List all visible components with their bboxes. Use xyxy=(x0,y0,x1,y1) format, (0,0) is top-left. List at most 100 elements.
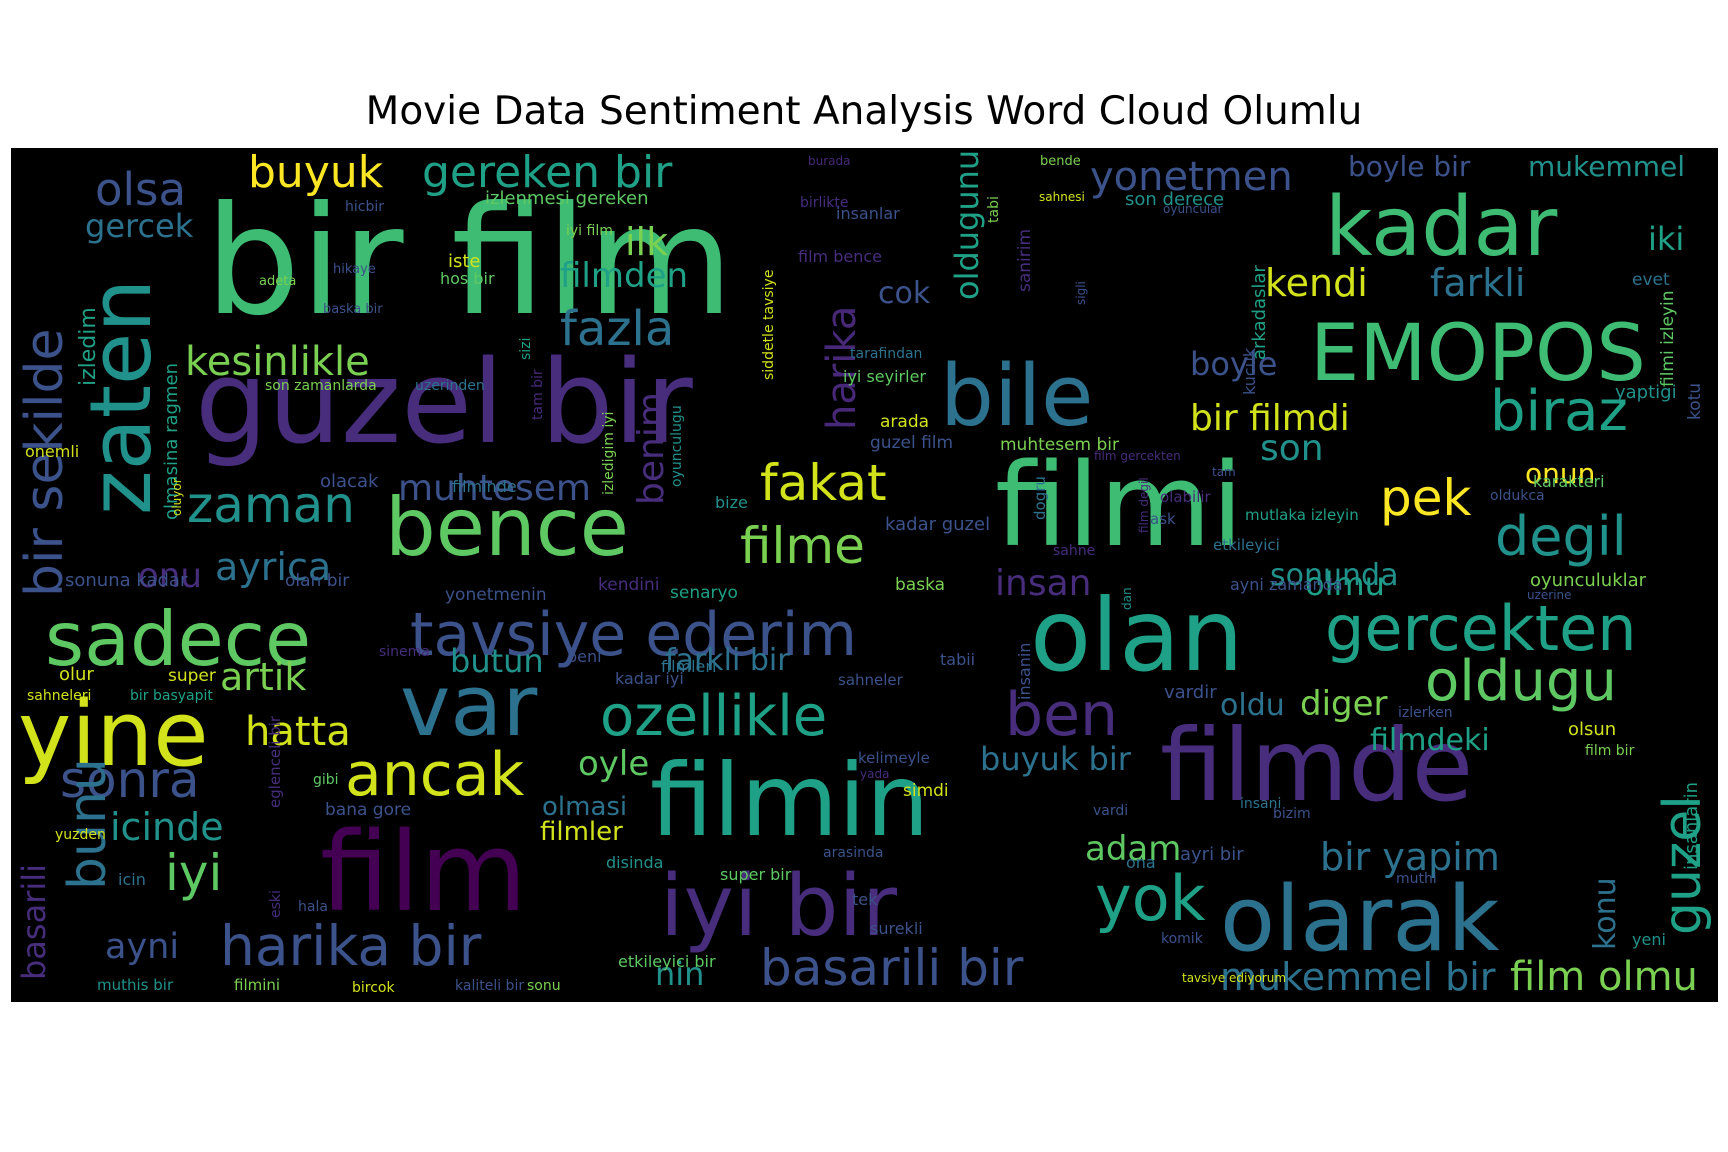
cloud-word: olur xyxy=(59,664,94,685)
cloud-word: kotu xyxy=(1685,383,1705,420)
cloud-word: izledim xyxy=(76,307,101,386)
cloud-word: super xyxy=(168,666,216,686)
cloud-word: insanlar xyxy=(836,204,900,223)
cloud-word: bile xyxy=(940,347,1093,446)
cloud-word: ozellikle xyxy=(600,684,827,749)
cloud-word: uzerine xyxy=(1527,588,1572,602)
cloud-word: ancak xyxy=(345,740,525,810)
cloud-word: kadar iyi xyxy=(615,669,684,688)
figure-title: Movie Data Sentiment Analysis Word Cloud… xyxy=(365,89,1363,134)
cloud-word: sigli xyxy=(1074,281,1088,305)
cloud-word: sahnesi xyxy=(1039,190,1085,204)
cloud-word: fakat xyxy=(760,454,887,512)
cloud-word: mukemmel xyxy=(1528,150,1685,183)
cloud-word: iyi bir xyxy=(660,857,897,956)
cloud-word: arasinda xyxy=(823,845,883,861)
cloud-word: boyle bir xyxy=(1348,150,1471,183)
cloud-word: artik xyxy=(220,655,306,699)
cloud-word: filmler xyxy=(540,817,623,847)
cloud-word: ayni xyxy=(105,927,179,967)
cloud-word: oluyor xyxy=(170,478,184,516)
cloud-word: sahneleri xyxy=(27,688,91,704)
cloud-word: EMOPOS xyxy=(1310,309,1646,399)
cloud-word: icinde xyxy=(110,805,224,849)
cloud-word: izledigim iyi xyxy=(601,412,617,495)
cloud-word: harika xyxy=(819,306,865,430)
cloud-word: simdi xyxy=(903,781,949,801)
cloud-word: beni xyxy=(567,647,602,666)
cloud-word: ona xyxy=(1126,853,1156,872)
cloud-word: insanin xyxy=(1015,643,1034,700)
cloud-word: baska bir xyxy=(323,302,383,317)
cloud-word: farkli xyxy=(1430,261,1525,305)
cloud-word: kendi xyxy=(1265,261,1368,305)
cloud-word: gereken bir xyxy=(422,148,673,198)
cloud-word: nin xyxy=(655,955,704,993)
cloud-word: dan xyxy=(1120,587,1134,610)
cloud-word: bir basyapit xyxy=(130,688,213,704)
cloud-word: olacak xyxy=(320,471,379,492)
cloud-word: degil xyxy=(1495,505,1627,568)
cloud-word: bircok xyxy=(352,980,395,996)
cloud-word: izlerken xyxy=(1398,705,1453,721)
cloud-word: zaman xyxy=(187,476,355,534)
cloud-word: sonuna kadar xyxy=(65,570,188,591)
cloud-word: disinda xyxy=(606,853,663,872)
cloud-word: onemli xyxy=(25,442,79,461)
cloud-word: muhtesem bir xyxy=(1000,435,1119,455)
cloud-word: etkileyici xyxy=(1213,536,1280,554)
cloud-word: bende xyxy=(1040,154,1081,169)
cloud-word: film bir xyxy=(1585,743,1635,759)
cloud-word: adam xyxy=(1085,829,1181,869)
cloud-word: mukemmel bir xyxy=(1220,955,1496,999)
cloud-word: sadece xyxy=(45,595,311,683)
cloud-word: guzel xyxy=(1653,795,1713,935)
cloud-word: sinema xyxy=(379,644,430,660)
cloud-word: sanirim xyxy=(1015,229,1035,292)
cloud-word: oldugu xyxy=(1425,649,1617,714)
cloud-word: ayrica xyxy=(215,545,331,589)
cloud-word: tavsiye ediyorum xyxy=(1182,971,1286,985)
cloud-word: arkadaslar xyxy=(1249,265,1270,360)
cloud-word: yine xyxy=(18,682,209,787)
cloud-word: film olmu xyxy=(1510,954,1698,1000)
cloud-word: izlenmesi gereken xyxy=(485,188,649,209)
cloud-word: burada xyxy=(808,154,850,168)
cloud-word: insanlarin xyxy=(1681,782,1702,870)
cloud-word: olsun xyxy=(1568,719,1616,740)
cloud-word: guzel bir xyxy=(195,336,693,470)
cloud-word: ben xyxy=(1005,680,1118,750)
cloud-word: oyunculugu xyxy=(669,405,685,487)
cloud-word: harika bir xyxy=(220,914,482,978)
cloud-word: ayni zamanda xyxy=(1230,575,1343,594)
cloud-word: kucuk xyxy=(1240,347,1259,395)
cloud-word: icin xyxy=(118,870,146,889)
cloud-word: tabi xyxy=(986,196,1002,223)
cloud-word: benim xyxy=(631,392,672,505)
cloud-word: onun xyxy=(1525,457,1595,490)
cloud-word: super bir xyxy=(720,865,792,884)
cloud-word: filmden xyxy=(560,256,688,296)
cloud-word: hicbir xyxy=(345,199,384,215)
cloud-word: dogru xyxy=(1031,476,1049,520)
cloud-word: filminde xyxy=(452,477,517,496)
cloud-word: insani xyxy=(1240,796,1281,812)
cloud-word: kaliteli bir xyxy=(455,978,524,994)
cloud-word: filmin xyxy=(650,742,929,859)
cloud-word: film gercekten xyxy=(1094,449,1181,463)
cloud-word: surekli xyxy=(870,919,923,938)
cloud-word: olsa xyxy=(95,163,186,216)
cloud-word: ilk xyxy=(625,220,668,264)
cloud-word: evet xyxy=(1632,270,1670,290)
cloud-word: senaryo xyxy=(670,583,738,603)
cloud-word: ask xyxy=(1150,510,1176,528)
cloud-word: bunu xyxy=(58,758,118,890)
cloud-word: vardir xyxy=(1164,682,1217,703)
cloud-word: iyi xyxy=(165,844,222,902)
cloud-word: olarak xyxy=(1220,867,1500,972)
cloud-word: butun xyxy=(450,642,544,680)
cloud-word: sonunda xyxy=(1270,558,1398,593)
cloud-word: bir filmdi xyxy=(1190,398,1350,439)
cloud-word: tam bir xyxy=(530,369,546,420)
cloud-word: konu xyxy=(1588,877,1623,950)
